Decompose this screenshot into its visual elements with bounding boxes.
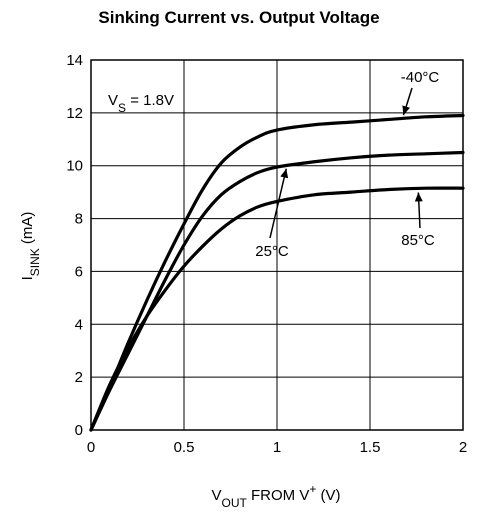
- y-tick-label: 8: [75, 211, 83, 228]
- x-tick-label: 0: [87, 439, 95, 456]
- annotation-arrow: [269, 168, 289, 239]
- chart-title: Sinking Current vs. Output Voltage: [98, 8, 380, 27]
- x-axis-label: VOUT FROM V+ (V): [211, 482, 340, 510]
- series-lines: [89, 113, 465, 432]
- y-tick-label: 12: [66, 105, 83, 122]
- x-tick-label: 1: [273, 439, 281, 456]
- series-line-0: [89, 113, 465, 432]
- series-line-1: [89, 150, 465, 432]
- series-line-2: [89, 186, 465, 432]
- y-tick-label: 0: [75, 422, 83, 439]
- y-axis-label: ISINK (mA): [19, 212, 42, 281]
- annotation-label: -40°C: [401, 69, 440, 86]
- y-tick-label: 2: [75, 369, 83, 386]
- annotation-arrow: [414, 192, 423, 229]
- x-tick-label: 1.5: [360, 439, 381, 456]
- plot-area-frame: [90, 59, 464, 431]
- x-tick-label: 2: [459, 439, 467, 456]
- y-tick-label: 4: [75, 316, 83, 333]
- annotation-arrow: [402, 87, 413, 116]
- y-tick-label: 6: [75, 263, 83, 280]
- y-tick-label: 14: [66, 52, 83, 69]
- annotation-label: 25°C: [255, 243, 289, 260]
- tick-labels: 0 0.5 1 1.5 2 0 2 4 6 8 10 12 14: [66, 52, 467, 456]
- x-tick-label: 0.5: [174, 439, 195, 456]
- y-tick-label: 10: [66, 158, 83, 175]
- annotations: -40°C 25°C 85°C: [255, 69, 439, 260]
- supply-voltage-label: VS = 1.8V: [108, 92, 174, 115]
- annotation-label: 85°C: [401, 232, 435, 249]
